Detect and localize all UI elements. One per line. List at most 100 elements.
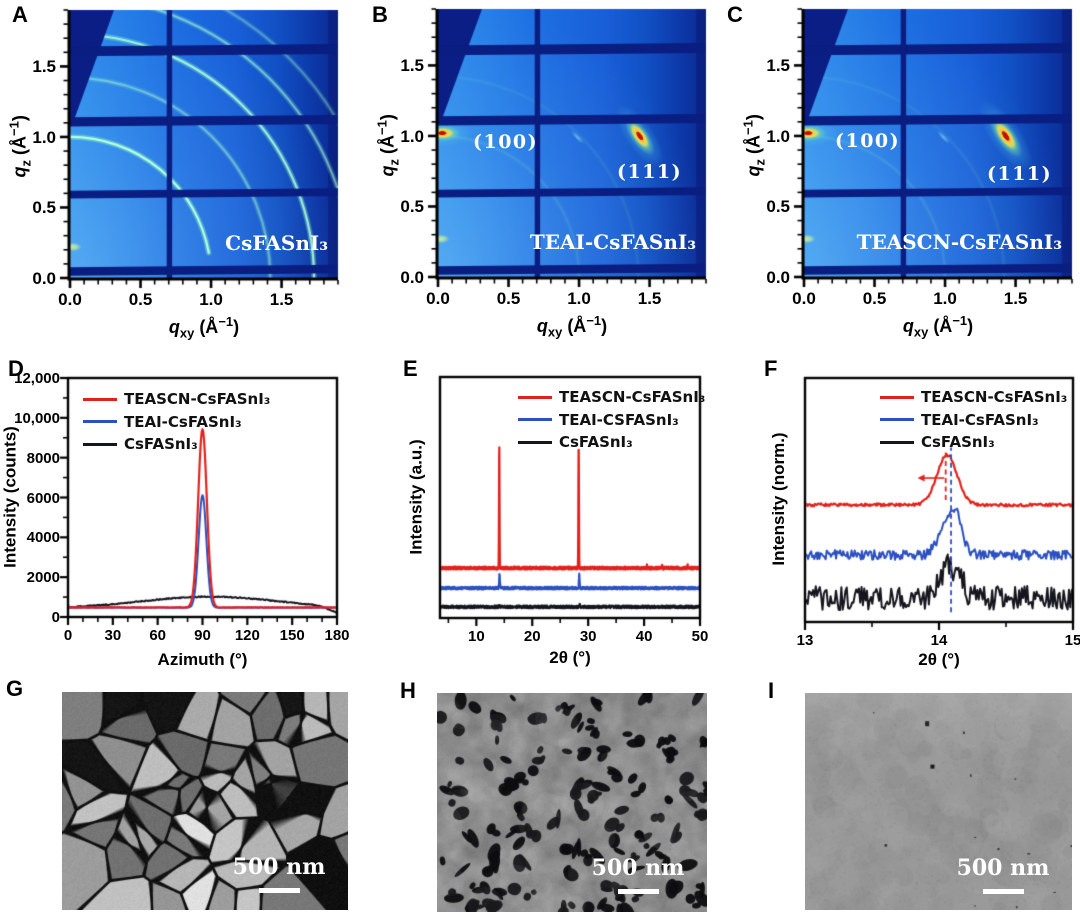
panel-letter-A: A <box>12 2 28 27</box>
legend-label: CsFASnI₃ <box>124 435 198 453</box>
y-tick-label: 1.0 <box>766 126 790 146</box>
panel-letter-B: B <box>372 2 388 27</box>
y-axis-label: qz (Å−1) <box>374 114 402 177</box>
legend-label: TEAI-CsFASnI₃ <box>124 412 242 431</box>
legend-label: TEAI-CsFASnI₃ <box>921 410 1039 429</box>
legend-item: TEAI-CsFASnI₃ <box>880 411 1039 429</box>
legend-line-sample <box>880 418 914 421</box>
scalebar-label: 500 nm <box>232 854 326 880</box>
y-tick-label: 12,000 <box>14 370 60 387</box>
x-tick-label: 60 <box>149 627 166 644</box>
x-tick-label: 1.5 <box>637 289 662 308</box>
x-tick-label: 15 <box>1064 632 1080 649</box>
legend-line-sample <box>518 418 552 421</box>
scalebar <box>983 889 1024 894</box>
panel-letter-F: F <box>764 356 778 381</box>
x-tick-label: 180 <box>324 627 350 644</box>
legend-label: CsFASnI₃ <box>921 433 995 451</box>
y-tick-label: 2000 <box>26 569 60 587</box>
y-axis-label: qz (Å−1) <box>6 115 34 178</box>
x-tick-label: 0.5 <box>496 289 521 308</box>
x-tick-label: 1.5 <box>1003 289 1028 308</box>
y-tick-label: 1.5 <box>400 56 424 76</box>
x-tick-label: 1.0 <box>933 289 957 308</box>
x-tick-label: 0.5 <box>128 290 153 309</box>
scalebar <box>618 889 659 894</box>
panel-letter-H: H <box>400 678 416 703</box>
y-tick-label: 1.0 <box>400 126 424 146</box>
x-axis-label: qxy (Å−1) <box>168 314 240 341</box>
y-tick-label: 1.0 <box>32 127 56 147</box>
legend-line-sample <box>518 440 552 444</box>
legend-label: TEASCN-CsFASnI₃ <box>124 390 271 408</box>
x-axis-label: qxy (Å−1) <box>902 313 974 340</box>
reflection-label: (100) <box>835 130 901 152</box>
x-tick-label: 150 <box>279 627 305 644</box>
reflection-label: (100) <box>473 131 539 153</box>
chart-canvas-E <box>424 361 716 634</box>
y-tick-label: 10,000 <box>14 409 60 427</box>
panel-letter-G: G <box>6 676 24 701</box>
panel-letter-I: I <box>768 678 775 703</box>
y-tick-label: 0 <box>51 609 60 626</box>
y-axis-label: Intensity (counts) <box>0 425 19 568</box>
x-tick-label: 0.5 <box>862 289 887 308</box>
x-tick-label: 30 <box>104 627 122 644</box>
x-axis-label: 2θ (°) <box>549 648 591 667</box>
y-tick-label: 0.5 <box>766 197 790 217</box>
legend-item: CsFASnI₃ <box>518 433 633 451</box>
y-tick-label: 0.5 <box>32 198 56 218</box>
legend-item: TEASCN-CsFASnI₃ <box>83 390 270 408</box>
x-tick-label: 50 <box>691 628 709 645</box>
legend-line-sample <box>518 395 552 399</box>
panel-letter-D: D <box>8 356 24 381</box>
sem-image-G <box>62 692 348 910</box>
legend-item: TEASCN-CsFASnI₃ <box>518 388 705 406</box>
legend-line-sample <box>880 395 914 399</box>
giwaxs-image-C <box>788 0 1080 293</box>
legend-label: TEAI-CSFASnI₃ <box>559 410 679 429</box>
sem-image-H <box>437 693 707 912</box>
scalebar-label: 500 nm <box>591 855 685 881</box>
x-tick-label: 14 <box>930 632 948 649</box>
x-axis-label: Azimuth (°) <box>157 650 248 669</box>
chart-canvas-D <box>52 362 353 633</box>
giwaxs-image-B <box>422 0 722 293</box>
x-tick-label: 90 <box>194 627 211 644</box>
x-tick-label: 0.0 <box>426 289 450 308</box>
x-tick-label: 120 <box>234 627 260 644</box>
sample-label: CsFASnI₃ <box>225 231 328 255</box>
scalebar <box>259 888 300 893</box>
x-tick-label: 13 <box>796 632 814 649</box>
y-axis-label: Intensity (a.u.) <box>406 438 425 555</box>
y-tick-label: 0.5 <box>400 197 424 217</box>
legend-item: TEAI-CsFASnI₃ <box>83 413 242 431</box>
x-tick-label: 0.0 <box>792 289 816 308</box>
giwaxs-image-A <box>54 0 354 294</box>
x-tick-label: 0.0 <box>58 290 82 309</box>
legend-line-sample <box>880 440 914 444</box>
y-axis-label: qz (Å−1) <box>740 114 768 177</box>
legend-label: TEASCN-CsFASnI₃ <box>921 388 1068 406</box>
legend-line-sample <box>83 442 117 446</box>
y-tick-label: 1.5 <box>32 57 56 77</box>
x-tick-label: 20 <box>523 628 541 645</box>
y-axis-label: Intensity (norm.) <box>769 432 788 566</box>
legend-label: CsFASnI₃ <box>559 433 633 451</box>
reflection-label: (111) <box>987 163 1053 185</box>
x-tick-label: 40 <box>635 628 653 645</box>
y-tick-label: 1.5 <box>766 56 790 76</box>
y-tick-label: 8000 <box>26 449 60 467</box>
x-tick-label: 0 <box>63 627 73 644</box>
x-tick-label: 1.0 <box>199 290 223 309</box>
y-tick-label: 0.0 <box>400 268 424 287</box>
x-tick-label: 1.5 <box>269 290 294 309</box>
legend-item: TEASCN-CsFASnI₃ <box>880 388 1067 406</box>
legend-item: CsFASnI₃ <box>83 435 198 453</box>
legend-item: CsFASnI₃ <box>880 433 995 451</box>
legend-label: TEASCN-CsFASnI₃ <box>559 388 706 406</box>
legend-line-sample <box>83 397 117 401</box>
reflection-label: (111) <box>617 161 683 183</box>
sample-label: TEAI-CsFASnI₃ <box>529 230 696 254</box>
